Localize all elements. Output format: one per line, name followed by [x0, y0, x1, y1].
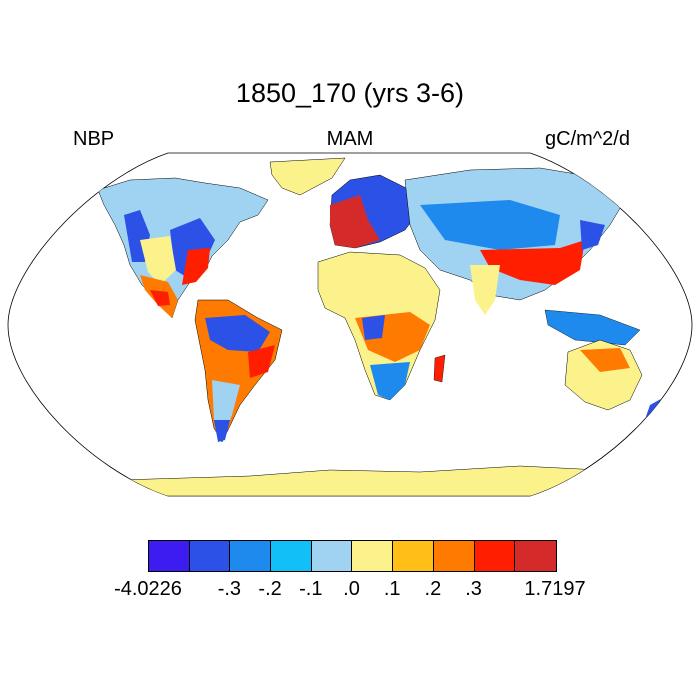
colorbar [148, 540, 557, 572]
colorbar-cell [474, 541, 516, 571]
asia-south-red [480, 240, 585, 285]
asia-central [420, 200, 560, 250]
sa-amazon [205, 315, 270, 352]
map-title: 1850_170 (yrs 3-6) [235, 78, 465, 108]
colorbar-cell [433, 541, 475, 571]
colorbar-label: -.1 [299, 578, 323, 600]
na-southeast [182, 248, 210, 285]
antarctica [89, 465, 621, 496]
colorbar-cell [311, 541, 353, 571]
sa-east [248, 345, 275, 378]
sa-tip [214, 420, 230, 442]
colorbar-cell [515, 541, 556, 571]
colorbar-label: .3 [465, 578, 482, 600]
colorbar-cell [189, 541, 231, 571]
na-central-red [150, 290, 170, 306]
colorbar-label: .2 [424, 578, 442, 600]
colorbar-cell [230, 541, 272, 571]
colorbar-label: -.2 [258, 578, 282, 600]
variable-label: NBP [73, 128, 115, 150]
greenland [269, 157, 346, 196]
season-label: MAM [326, 128, 374, 150]
colorbar-cell [352, 541, 394, 571]
colorbar-label: .1 [383, 578, 401, 600]
colorbar-label: 1.7197 [524, 578, 586, 600]
india [470, 265, 500, 315]
colorbar-label: .0 [343, 578, 360, 600]
madagascar [433, 354, 446, 383]
na-plains [140, 236, 176, 285]
colorbar-cell [149, 541, 190, 571]
units-label: gC/m^2/d [545, 128, 630, 150]
colorbar-cell [271, 541, 312, 571]
colorbar-label: -4.0226 [114, 578, 182, 600]
europe-west-red [330, 195, 380, 248]
asia-east [580, 220, 605, 250]
colorbar-cell [393, 541, 434, 571]
australia-north [580, 348, 630, 372]
africa-south [370, 362, 410, 400]
colorbar-label: -.3 [217, 578, 242, 600]
africa-west-blue [362, 315, 385, 340]
se-asia-islands [544, 309, 641, 346]
